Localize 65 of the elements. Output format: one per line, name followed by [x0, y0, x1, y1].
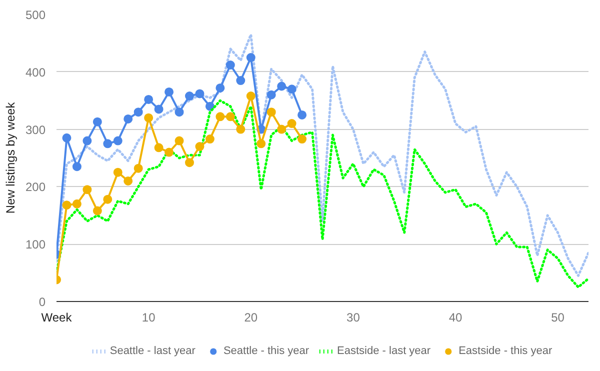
point: [298, 134, 307, 144]
point: [92, 206, 102, 216]
point: [164, 88, 174, 96]
y-tick-label: 0: [38, 295, 46, 309]
legend-label: Seattle - this year: [223, 345, 310, 357]
x-tick-label: 40: [448, 310, 462, 324]
point: [113, 168, 122, 177]
point: [236, 124, 246, 134]
point: [205, 134, 214, 144]
point: [82, 185, 92, 194]
y-tick-label: 100: [25, 238, 46, 252]
point: [124, 114, 133, 124]
point: [246, 53, 256, 62]
point: [277, 82, 286, 91]
x-tick-label: 20: [244, 310, 258, 324]
point: [174, 108, 184, 117]
point: [246, 92, 256, 100]
point: [154, 104, 164, 114]
point: [195, 142, 204, 152]
point: [287, 84, 296, 94]
point: [113, 136, 122, 146]
point: [62, 133, 72, 142]
point: [185, 92, 194, 100]
legend-label: Eastside - this year: [458, 345, 552, 357]
x-tick-label: 50: [551, 310, 565, 324]
y-tick-label: 200: [25, 180, 46, 194]
x-tick-label: 30: [346, 310, 360, 324]
line-series: [56, 99, 588, 288]
point: [266, 90, 276, 100]
point: [144, 113, 154, 122]
point: [124, 176, 133, 186]
point: [174, 136, 184, 146]
point: [298, 110, 307, 120]
point: [154, 143, 164, 152]
x-tick-label: 10: [142, 310, 156, 324]
point: [216, 83, 225, 92]
y-axis-title: New listings by week: [3, 101, 18, 214]
point: [185, 158, 194, 168]
point: [216, 112, 225, 122]
point: [82, 136, 92, 146]
y-tick-label: 300: [25, 122, 46, 137]
y-tick-label: 500: [25, 8, 46, 22]
point: [195, 89, 204, 98]
point: [277, 124, 286, 134]
line-series: [56, 33, 588, 277]
point: [103, 194, 112, 204]
point: [287, 119, 296, 128]
y-tick-label: 400: [25, 65, 46, 80]
x-axis-title: Week: [41, 310, 73, 324]
point: [144, 94, 154, 104]
point: [236, 76, 246, 85]
point: [256, 139, 266, 148]
point: [226, 112, 235, 122]
point: [72, 162, 82, 172]
point: [134, 108, 143, 117]
point: [134, 164, 143, 173]
point: [72, 199, 82, 208]
point: [226, 60, 235, 70]
point: [164, 148, 174, 157]
point: [62, 200, 72, 210]
point: [103, 139, 112, 148]
point: [266, 108, 276, 117]
legend-label: Seattle - last year: [110, 345, 196, 357]
legend-label: Eastside - last year: [337, 345, 431, 357]
point: [92, 117, 102, 126]
